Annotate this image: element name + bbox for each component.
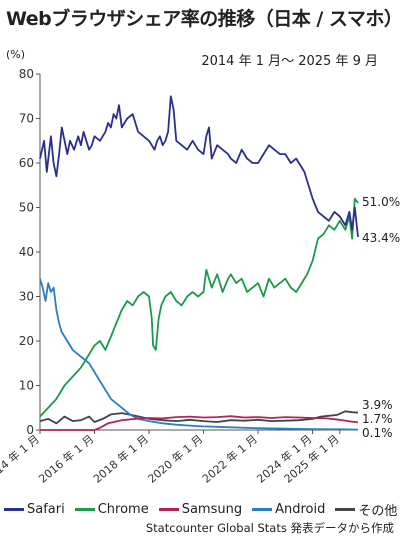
legend-label: Samsung <box>181 502 243 517</box>
series-line-android <box>39 278 359 431</box>
series-line-samsung <box>40 415 359 431</box>
legend-label: Chrome <box>97 502 149 517</box>
chart-subtitle: 2014 年 1 月〜 2025 年 9 月 <box>201 54 378 69</box>
series-line-safari <box>39 95 359 237</box>
series-line-chrome <box>39 197 359 418</box>
x-tick-label: 2016 年 1 月 <box>36 432 97 486</box>
legend-item: Safari <box>4 500 65 519</box>
y-tick-label: 60 <box>19 156 34 170</box>
y-tick-label: 20 <box>19 334 34 348</box>
legend-label: Safari <box>27 502 65 517</box>
end-label-safari: 43.4% <box>362 231 400 245</box>
chart-title: Webブラウザシェア率の推移（日本 / スマホ） <box>6 8 400 30</box>
y-tick-label: 30 <box>19 290 34 304</box>
x-tick-label: 2020 年 1 月 <box>145 432 206 486</box>
y-tick-label: 0 <box>26 423 34 437</box>
legend-label: その他 <box>358 504 398 519</box>
end-label-android: 0.1% <box>362 426 393 440</box>
y-tick-label: 70 <box>19 112 34 126</box>
end-label-chrome: 51.0% <box>362 195 400 209</box>
y-tick-label: 80 <box>19 67 34 81</box>
legend-swatch <box>252 508 273 511</box>
legend-item: Chrome <box>74 500 149 519</box>
source-note: Statcounter Global Stats 発表データから作成 <box>145 521 394 535</box>
y-tick-label: 40 <box>19 245 34 259</box>
legend-swatch <box>335 508 356 511</box>
legend-item: Android <box>252 500 325 519</box>
legend-item: その他 <box>335 500 397 519</box>
x-tick-label: 2022 年 1 月 <box>199 432 260 486</box>
legend-label: Android <box>275 502 326 517</box>
legend-swatch <box>4 508 24 511</box>
y-tick-label: 10 <box>19 379 34 393</box>
y-tick-label: 50 <box>19 201 34 215</box>
x-tick-label: 2014 年 1 月 <box>0 432 42 486</box>
end-label-samsung: 1.7% <box>362 412 393 426</box>
x-tick-label: 2018 年 1 月 <box>90 432 151 486</box>
legend-item: Samsung <box>158 500 243 519</box>
legend-swatch <box>158 508 179 511</box>
y-axis-unit: (%) <box>6 48 26 61</box>
legend-swatch <box>74 508 95 511</box>
series-line-その他 <box>39 410 359 425</box>
legend: Safari Chrome Samsung Android その他 <box>4 500 397 519</box>
end-label-その他: 3.9% <box>362 398 393 412</box>
